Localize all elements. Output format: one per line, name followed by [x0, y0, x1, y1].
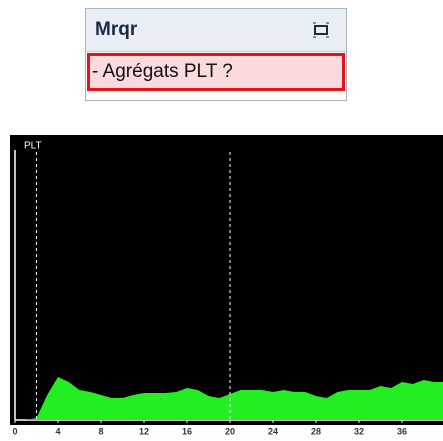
maximize-icon[interactable] [312, 22, 330, 38]
chart-title: PLT [24, 141, 42, 152]
x-tick-label: 20 [225, 426, 235, 436]
plot-background [10, 135, 443, 425]
x-tick-label: 32 [354, 426, 364, 436]
panel-title: Mrqr [95, 19, 138, 40]
x-tick-label: 0 [12, 426, 17, 436]
x-tick-label: 36 [397, 426, 407, 436]
x-tick-label: 24 [268, 426, 278, 436]
x-tick-label: 8 [98, 426, 103, 436]
histogram-area [15, 377, 443, 420]
panel-item[interactable]: - Agrégats PLT ? [87, 53, 345, 91]
x-tick-label: 28 [311, 426, 321, 436]
x-tick-label: 4 [55, 426, 60, 436]
x-tick-label: 16 [182, 426, 192, 436]
panel-header: Mrqr [86, 9, 346, 52]
panel: Mrqr - Agrégats PLT ? [85, 8, 347, 101]
x-tick-label: 12 [139, 426, 149, 436]
histogram: PLT 0 4 8 12 16 20 24 28 32 36 [10, 135, 443, 436]
